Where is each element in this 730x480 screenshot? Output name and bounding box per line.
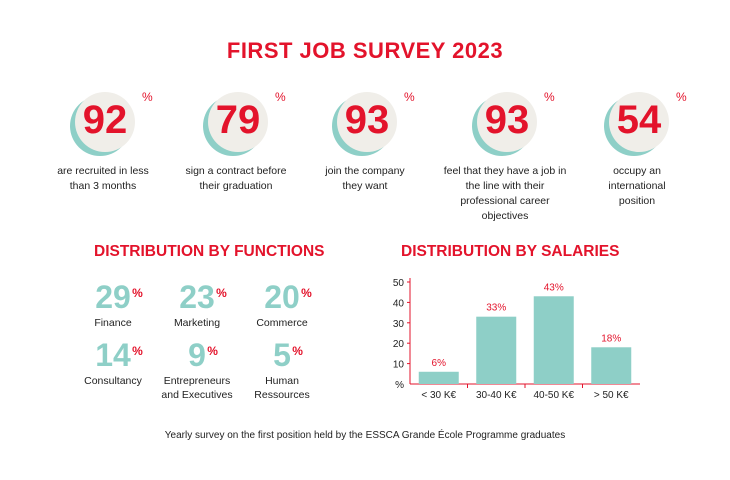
bar bbox=[591, 347, 632, 384]
salaries-title: DISTRIBUTION BY SALARIES bbox=[401, 243, 620, 260]
x-tick-label: < 30 K€ bbox=[421, 390, 456, 401]
circle bbox=[477, 92, 537, 152]
bar bbox=[418, 371, 459, 384]
bar-data-label: 6% bbox=[432, 358, 447, 369]
stat-value: 93 bbox=[484, 98, 530, 142]
stat-value: 79 bbox=[215, 98, 261, 142]
bar-data-label: 43% bbox=[544, 282, 564, 293]
function-number: 9 bbox=[188, 337, 206, 373]
percent-sign: % bbox=[292, 344, 303, 358]
bar bbox=[476, 316, 517, 384]
function-entrepreneurs: 9% Entrepreneurs and Executives bbox=[152, 338, 242, 402]
percent-sign: % bbox=[216, 286, 227, 300]
percent-sign: % bbox=[676, 90, 687, 104]
function-label: Entrepreneurs and Executives bbox=[161, 375, 233, 401]
function-marketing: 23% Marketing bbox=[152, 280, 242, 330]
function-value: 5% bbox=[273, 337, 303, 373]
percent-sign: % bbox=[301, 286, 312, 300]
percent-sign: % bbox=[404, 90, 415, 104]
stat-label: sign a contract before their graduation bbox=[185, 165, 287, 192]
stat-value: 93 bbox=[344, 98, 390, 142]
page-title: FIRST JOB SURVEY 2023 bbox=[226, 38, 504, 63]
stat-recruited: 92 % are recruited in less than 3 months bbox=[38, 90, 168, 194]
function-value: 23% bbox=[179, 279, 227, 315]
stat-circle: 92 % bbox=[70, 90, 153, 156]
function-value: 20% bbox=[264, 279, 312, 315]
function-number: 5 bbox=[273, 337, 291, 373]
stat-label: occupy an international position bbox=[608, 165, 666, 207]
x-tick-label: > 50 K€ bbox=[594, 390, 629, 401]
percent-sign: % bbox=[207, 344, 218, 358]
function-label: Finance bbox=[94, 317, 132, 329]
stat-career: 93 % feel that they have a job in the li… bbox=[435, 90, 575, 224]
percent-sign: % bbox=[132, 344, 143, 358]
salary-bar-chart: 50 40 30 20 10% 6% < 30 K€ 33% 30-40 K€ 43% 40-50 … bbox=[393, 278, 640, 401]
functions-title: DISTRIBUTION BY FUNCTIONS bbox=[94, 243, 325, 260]
percent-sign: % bbox=[544, 90, 555, 104]
stat-international: 54 % occupy an international position bbox=[572, 90, 702, 209]
stat-value: 92 bbox=[82, 98, 128, 142]
percent-sign: % bbox=[142, 90, 153, 104]
function-label: Marketing bbox=[173, 317, 221, 329]
y-tick-label: 10 bbox=[393, 360, 405, 371]
circle bbox=[337, 92, 397, 152]
function-number: 14 bbox=[95, 337, 131, 373]
function-hr: 5% Human Ressources bbox=[237, 338, 327, 402]
function-value: 9% bbox=[188, 337, 218, 373]
function-commerce: 20% Commerce bbox=[237, 280, 327, 330]
y-tick-label: 50 bbox=[393, 278, 405, 289]
bar-data-label: 33% bbox=[486, 303, 506, 314]
x-tick-label: 30-40 K€ bbox=[476, 390, 517, 401]
stat-label: are recruited in less than 3 months bbox=[57, 165, 149, 192]
stat-label: feel that they have a job in the line wi… bbox=[443, 165, 567, 222]
stat-circle: 93 % bbox=[472, 90, 555, 156]
stat-circle: 79 % bbox=[203, 90, 286, 156]
bar-data-label: 18% bbox=[601, 333, 621, 344]
stat-value: 54 bbox=[616, 98, 662, 142]
stat-circle: 93 % bbox=[332, 90, 415, 156]
y-tick-label: 20 bbox=[393, 339, 405, 350]
y-tick-label: 40 bbox=[393, 298, 405, 309]
circle bbox=[75, 92, 135, 152]
y-tick-label: 30 bbox=[393, 319, 405, 330]
function-label: Human Ressources bbox=[254, 375, 310, 401]
function-number: 20 bbox=[264, 279, 300, 315]
stat-label: join the company they want bbox=[325, 165, 405, 192]
stat-company: 93 % join the company they want bbox=[300, 90, 430, 194]
percent-sign: % bbox=[132, 286, 143, 300]
x-tick-label: 40-50 K€ bbox=[533, 390, 574, 401]
function-consultancy: 14% Consultancy bbox=[68, 338, 158, 388]
circle bbox=[609, 92, 669, 152]
function-label: Consultancy bbox=[84, 375, 142, 387]
function-value: 14% bbox=[95, 337, 143, 373]
function-label: Commerce bbox=[256, 317, 308, 329]
y-axis-label: % bbox=[395, 380, 404, 391]
function-value: 29% bbox=[95, 279, 143, 315]
percent-sign: % bbox=[275, 90, 286, 104]
circle bbox=[208, 92, 268, 152]
bar bbox=[533, 296, 574, 384]
footer-note: Yearly survey on the first position held… bbox=[164, 430, 566, 441]
stat-circle: 54 % bbox=[604, 90, 687, 156]
stat-contract: 79 % sign a contract before their gradua… bbox=[171, 90, 301, 194]
function-finance: 29% Finance bbox=[68, 280, 158, 330]
function-number: 29 bbox=[95, 279, 131, 315]
function-number: 23 bbox=[179, 279, 215, 315]
